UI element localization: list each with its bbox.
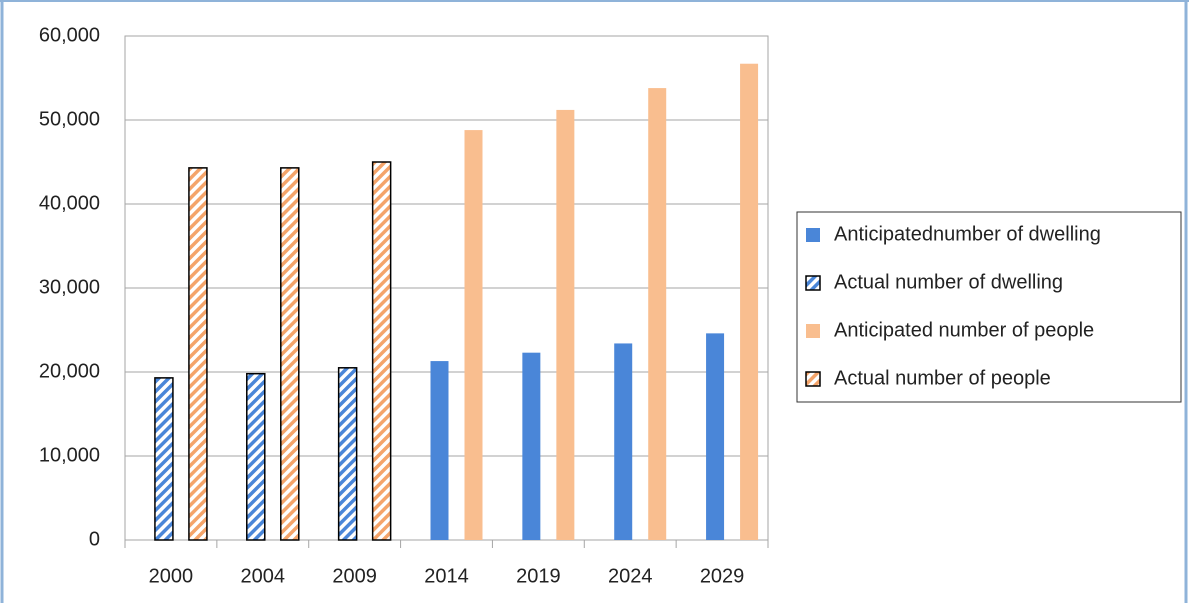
legend-box [796,211,1182,403]
bar [648,88,667,540]
bar [371,161,392,541]
bar [154,377,174,541]
y-tick-label: 60,000 [39,24,100,46]
x-tick-label: 2000 [149,565,194,587]
bar [556,109,575,541]
bar [614,343,633,540]
legend-label: Actual number of people [834,367,1051,389]
bar [280,167,300,541]
y-tick-label: 20,000 [39,360,100,382]
y-tick-label: 40,000 [39,192,100,214]
bar [337,367,358,541]
x-tick-label: 2024 [608,565,653,587]
x-tick-label: 2004 [241,565,286,587]
legend-swatch [806,324,820,338]
y-tick-label: 30,000 [39,276,100,298]
x-tick-label: 2014 [424,565,469,587]
bar [740,63,759,540]
legend-swatch [805,275,821,291]
y-tick-label: 10,000 [39,444,100,466]
bar [522,352,541,540]
x-tick-label: 2019 [516,565,561,587]
legend-label: Actual number of dwelling [834,271,1063,293]
bar [188,167,208,541]
bar [706,333,725,540]
x-tick-label: 2009 [332,565,377,587]
legend-label: Anticipatednumber of dwelling [834,223,1101,245]
legend-label: Anticipated number of people [834,319,1094,341]
legend-swatch [806,228,820,242]
x-tick-label: 2029 [700,565,745,587]
bar [464,130,483,540]
bar [430,361,449,540]
y-tick-label: 50,000 [39,108,100,130]
legend-swatch [805,371,821,387]
y-tick-label: 0 [89,528,100,550]
bar [246,372,266,541]
